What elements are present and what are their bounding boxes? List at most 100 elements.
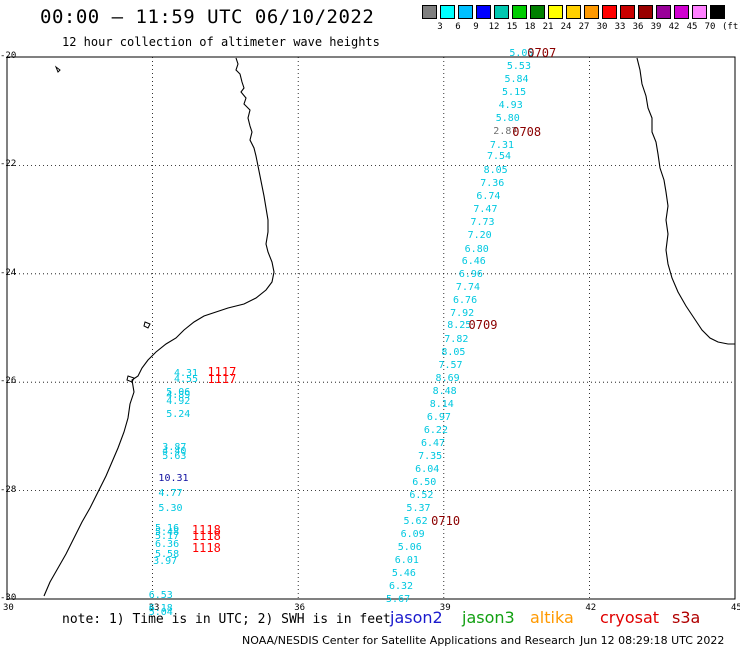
map-title: 00:00 – 11:59 UTC 06/10/2022	[40, 6, 375, 28]
pass-time-label: 1118	[191, 529, 221, 544]
legend-tick-label: 33	[614, 22, 626, 32]
swh-value: 4.31	[173, 367, 199, 379]
legend-swatch	[620, 5, 635, 19]
legend-tick-label: 24	[560, 22, 572, 32]
swh-value: 3.87	[162, 442, 187, 454]
lat-tick-label: -30	[0, 593, 17, 603]
swh-value: 5.58	[155, 548, 180, 560]
swh-value: 7.31	[489, 139, 514, 151]
legend-swatch	[584, 5, 599, 19]
footer-note: note: 1) Time is in UTC; 2) SWH is in fe…	[62, 612, 391, 627]
plot-frame	[6, 56, 736, 600]
pass-time-label: 1117	[207, 371, 237, 386]
coastline-madagascar	[636, 57, 735, 345]
legend-swatch	[674, 5, 689, 19]
legend-swatch	[638, 5, 653, 19]
swh-value: 6.52	[409, 490, 434, 502]
coastline-islet	[126, 375, 135, 383]
swh-value: 7.20	[467, 230, 492, 242]
coastline-africa	[43, 57, 275, 597]
swh-value: 5.05	[509, 47, 534, 59]
generated-timestamp: Jun 12 08:29:18 UTC 2022	[580, 634, 725, 647]
lon-tick-label: 36	[294, 603, 306, 613]
swh-value: 8.25	[447, 319, 472, 331]
swh-value: 7.74	[455, 281, 481, 293]
swh-value: 5.53	[506, 60, 531, 72]
swh-value: 2.87	[493, 125, 518, 137]
legend-tick-label: 39	[650, 22, 662, 32]
swh-value: 7.36	[480, 177, 505, 189]
coastline-islet	[143, 321, 151, 329]
legend-tick-label: 30	[596, 22, 608, 32]
swh-value: 8.14	[429, 398, 454, 410]
swh-value: 6.09	[400, 529, 425, 541]
swh-value: 5.04	[148, 607, 173, 619]
swh-value: 5.63	[162, 450, 187, 462]
swh-value: 7.54	[486, 151, 512, 163]
legend-tick-label: 12	[488, 22, 500, 32]
lon-tick-label: 33	[148, 603, 160, 613]
swh-value: 6.74	[476, 190, 501, 202]
swh-value: 5.37	[406, 503, 431, 515]
mission-jason2: jason2	[390, 608, 443, 627]
pass-time-label: 1118	[191, 522, 221, 537]
swh-value: 8.48	[432, 385, 457, 397]
map-subtitle: 12 hour collection of altimeter wave hei…	[62, 35, 380, 49]
legend-tick-label: 70	[704, 22, 716, 32]
swh-value: 6.96	[458, 268, 483, 280]
legend-tick-label: 6	[455, 22, 461, 32]
graticule	[7, 57, 735, 599]
legend-tick-label: 27	[578, 22, 590, 32]
swh-value: 5.30	[158, 503, 183, 515]
lon-tick-label: 42	[585, 603, 597, 613]
swh-value: 8.69	[435, 372, 460, 384]
lat-tick-label: -26	[0, 376, 17, 387]
legend-swatch	[710, 5, 725, 19]
lat-tick-label: -20	[0, 51, 17, 61]
swh-value: 7.47	[473, 203, 498, 215]
swh-value: 5.24	[166, 408, 191, 420]
lon-tick-label: 39	[439, 603, 451, 613]
legend-swatch	[548, 5, 563, 19]
legend-swatch	[656, 5, 671, 19]
swh-value: 8.05	[441, 346, 466, 358]
legend-tick-label: 18	[524, 22, 536, 32]
legend-swatch	[530, 5, 545, 19]
pass-time-label: 0710	[431, 513, 461, 528]
swh-value: 4.55	[173, 374, 199, 386]
swh-value: 4.40	[162, 445, 187, 457]
swh-value: 4.77	[158, 487, 183, 499]
legend-swatch	[440, 5, 455, 19]
swh-value: 6.36	[155, 538, 180, 550]
legend-tick-label: 42	[668, 22, 680, 32]
swh-value: 6.53	[148, 589, 173, 601]
lat-tick-label: -22	[0, 159, 17, 170]
swh-value: 6.50	[412, 477, 437, 488]
swh-value: 5.46	[391, 568, 416, 580]
swh-value: 3.97	[153, 556, 178, 568]
swh-value: 5.06	[166, 387, 191, 399]
mission-s3a: s3a	[672, 608, 701, 627]
legend-swatch	[458, 5, 473, 19]
swh-value: 6.97	[426, 411, 451, 423]
swh-value: 5.84	[504, 73, 529, 85]
lon-tick-label: 45	[731, 603, 740, 613]
legend-tick-label: 21	[542, 22, 554, 32]
swh-value: 6.76	[453, 294, 478, 306]
lat-tick-label: -28	[0, 484, 17, 495]
swh-value: 7.57	[438, 359, 463, 371]
mission-altika: altika	[530, 608, 574, 627]
swh-value: 6.22	[423, 424, 448, 436]
swh-value: 5.62	[403, 516, 428, 528]
legend-swatch	[692, 5, 707, 19]
legend-swatch	[494, 5, 509, 19]
swh-value: 6.47	[420, 437, 446, 449]
swh-value: 5.67	[386, 594, 411, 606]
credit-line: NOAA/NESDIS Center for Satellite Applica…	[242, 634, 576, 647]
swh-value: 4.89	[166, 390, 191, 402]
coastline-islet	[54, 65, 61, 73]
legend-tick-label: 9	[473, 22, 479, 32]
swh-value: 6.80	[464, 243, 489, 255]
